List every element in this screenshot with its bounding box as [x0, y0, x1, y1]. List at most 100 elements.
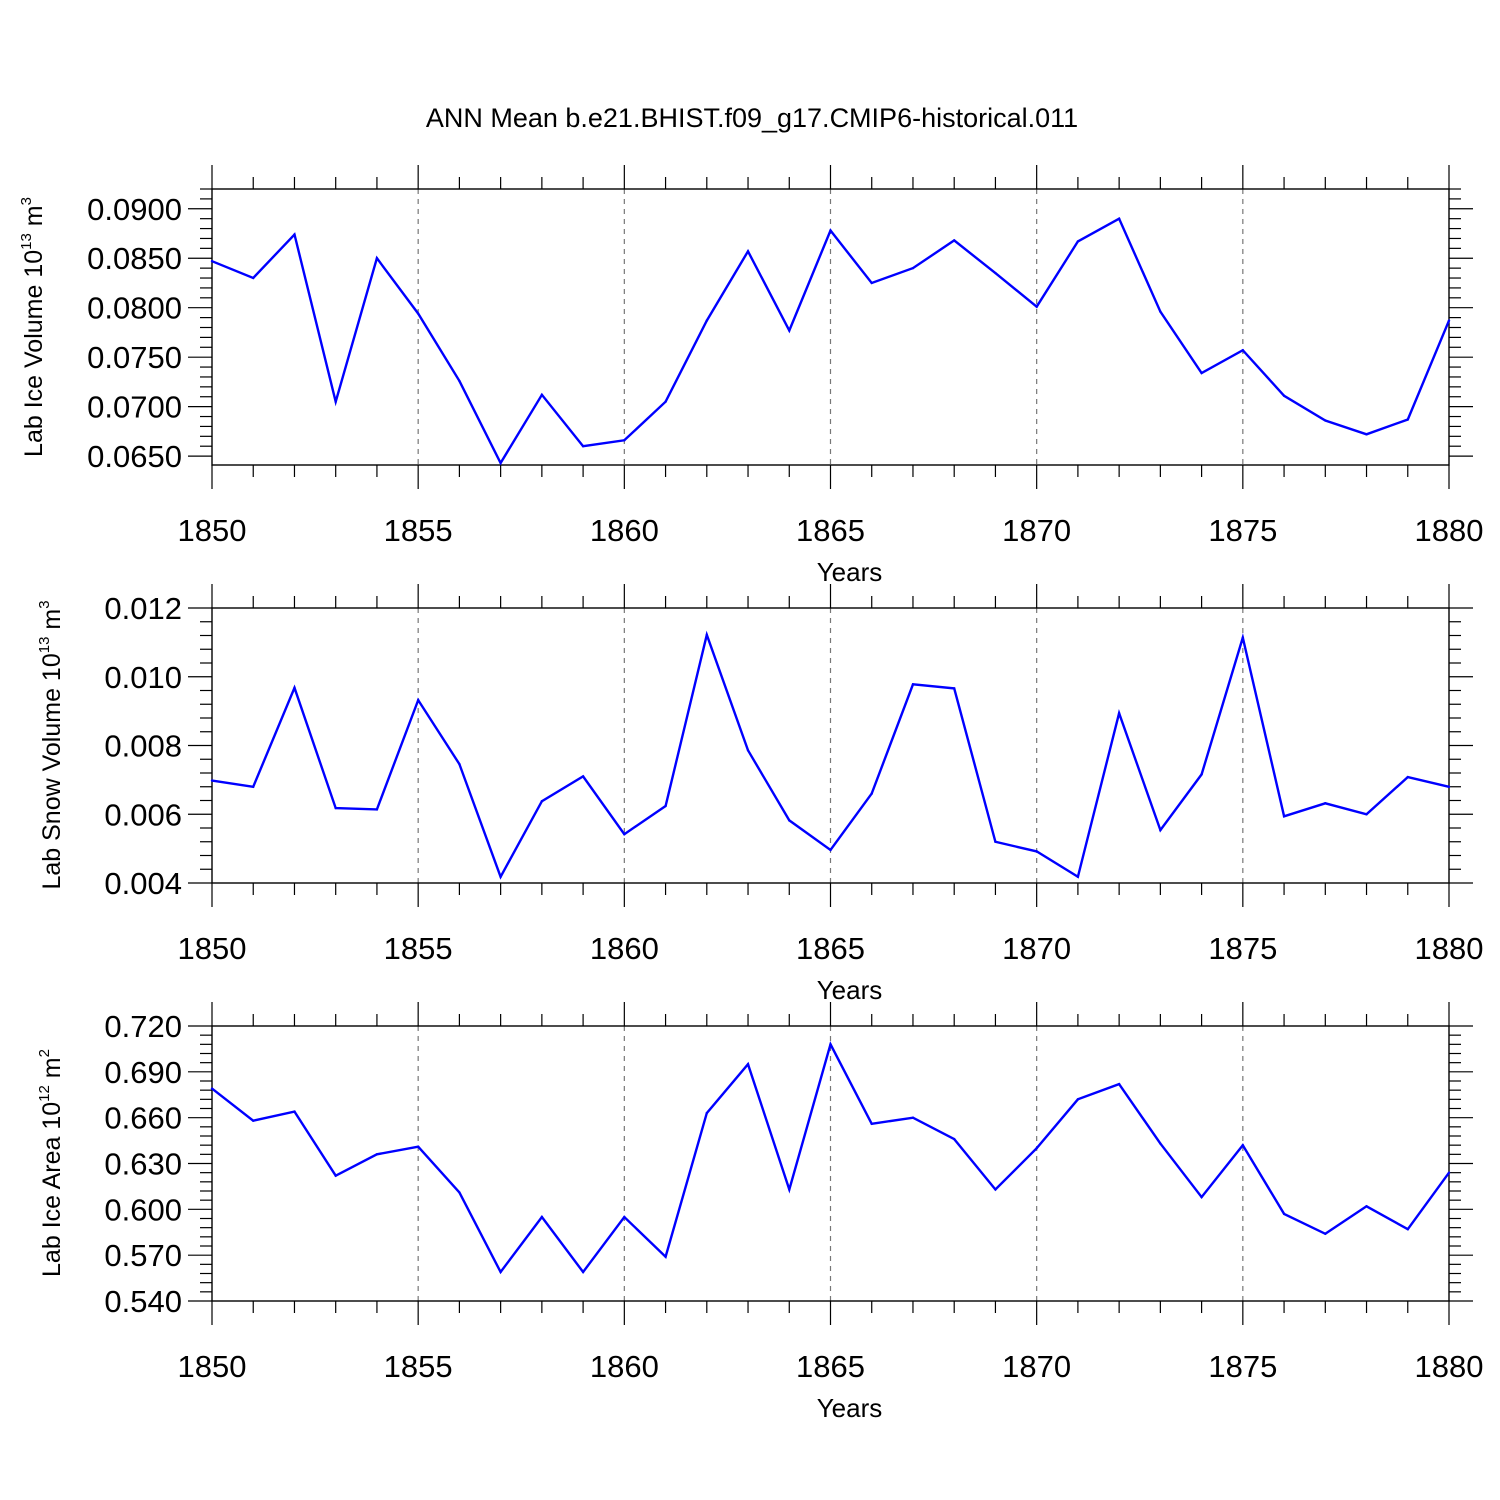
data-point [252, 276, 255, 280]
data-point [705, 1111, 708, 1115]
x-tick-label: 1850 [178, 931, 247, 966]
data-point [416, 698, 420, 702]
data-point [252, 1119, 255, 1122]
data-point [1447, 785, 1451, 788]
y-tick-label: 0.008 [104, 729, 182, 764]
y-tick-label: 0.0850 [87, 241, 182, 276]
data-point [1200, 773, 1203, 776]
data-point [1365, 1205, 1368, 1208]
data-point [953, 239, 956, 242]
y-tick-label: 0.600 [104, 1192, 182, 1227]
panel-3: 1850 1855 1860 1865 1870 1875 1880 Years 0.540 0.… [36, 1002, 1483, 1423]
data-point [416, 1145, 420, 1148]
data-point [705, 633, 708, 637]
data-point [1159, 1142, 1162, 1145]
data-point [1159, 828, 1162, 832]
y-tick-label: 0.010 [104, 660, 182, 695]
data-point [1117, 1082, 1121, 1086]
x-axis-label: Years [817, 975, 883, 1005]
y-tick-label: 0.630 [104, 1147, 182, 1182]
x-tick-label: 1860 [590, 513, 659, 548]
data-point [458, 1191, 461, 1194]
x-tick-label: 1855 [384, 1349, 453, 1384]
data-point [1365, 813, 1368, 816]
data-point [375, 808, 379, 811]
data-point [581, 445, 585, 448]
data-point [210, 260, 214, 263]
data-point [1035, 305, 1038, 308]
data-point [1117, 711, 1121, 715]
data-point [293, 1110, 296, 1113]
panel-2: 1850 1855 1860 1865 1870 1875 1880 Years 0.004 0.… [36, 584, 1483, 1005]
data-point [1282, 815, 1286, 818]
data-point [788, 329, 791, 332]
x-tick-label: 1865 [796, 1349, 865, 1384]
data-point [829, 1043, 832, 1046]
data-point [829, 848, 832, 852]
data-point [911, 683, 915, 686]
data-point [705, 319, 708, 322]
data-point [293, 686, 296, 689]
y-axis-label: Lab Ice Volume 1013 m3 [18, 197, 48, 457]
x-axis-label: Years [817, 557, 883, 587]
y-tick-label: 0.0650 [87, 439, 182, 474]
data-point [540, 393, 544, 396]
x-tick-label: 1875 [1208, 513, 1277, 548]
x-tick-label: 1855 [384, 513, 453, 548]
data-point [334, 400, 337, 403]
y-tick-label: 0.660 [104, 1101, 182, 1136]
chart-title: ANN Mean b.e21.BHIST.f09_g17.CMIP6-histo… [426, 103, 1078, 133]
data-point [1365, 433, 1368, 436]
data-point [1200, 1195, 1203, 1199]
data-point [911, 266, 915, 270]
data-point [746, 250, 750, 253]
data-point [416, 312, 420, 315]
y-tick-label: 0.0900 [87, 192, 182, 227]
data-point [870, 281, 873, 285]
data-point [334, 806, 337, 810]
data-point [870, 792, 873, 795]
data-point [1282, 1212, 1286, 1216]
data-point [1117, 217, 1121, 220]
data-point [1200, 371, 1203, 375]
x-tick-label: 1860 [590, 1349, 659, 1384]
data-point [953, 1137, 956, 1141]
data-point [664, 804, 667, 808]
data-point [829, 229, 832, 232]
data-point [623, 1215, 626, 1219]
x-tick-label: 1880 [1415, 513, 1484, 548]
data-point [1035, 1147, 1038, 1150]
data-point [994, 271, 997, 275]
data-point [788, 819, 791, 822]
x-tick-label: 1860 [590, 931, 659, 966]
panel-1: 1850 1855 1860 1865 1870 1875 1880 Years 0.0650 0… [18, 165, 1483, 587]
data-point [334, 1174, 337, 1177]
x-tick-label: 1880 [1415, 1349, 1484, 1384]
data-point [499, 1270, 502, 1274]
y-tick-label: 0.690 [104, 1055, 182, 1090]
y-tick-label: 0.004 [104, 866, 182, 901]
data-point [1241, 349, 1245, 352]
data-point [623, 439, 626, 442]
x-tick-label: 1850 [178, 513, 247, 548]
data-point [1076, 1098, 1080, 1101]
x-tick-label: 1880 [1415, 931, 1484, 966]
data-point [788, 1188, 791, 1191]
data-point [499, 875, 502, 879]
data-point [1324, 419, 1327, 422]
y-tick-label: 0.540 [104, 1284, 182, 1319]
data-point [1406, 1227, 1409, 1231]
y-tick-label: 0.720 [104, 1009, 182, 1044]
data-point [1159, 310, 1162, 313]
x-tick-label: 1865 [796, 513, 865, 548]
data-point [1406, 418, 1409, 421]
data-point [1282, 394, 1286, 397]
y-tick-label: 0.570 [104, 1238, 182, 1273]
data-point [375, 1153, 379, 1156]
data-point [1241, 636, 1245, 639]
data-point [994, 840, 997, 843]
y-axis-label: Lab Ice Area 1012 m2 [36, 1049, 66, 1277]
data-point [1324, 1232, 1327, 1235]
data-point [1447, 1171, 1451, 1174]
